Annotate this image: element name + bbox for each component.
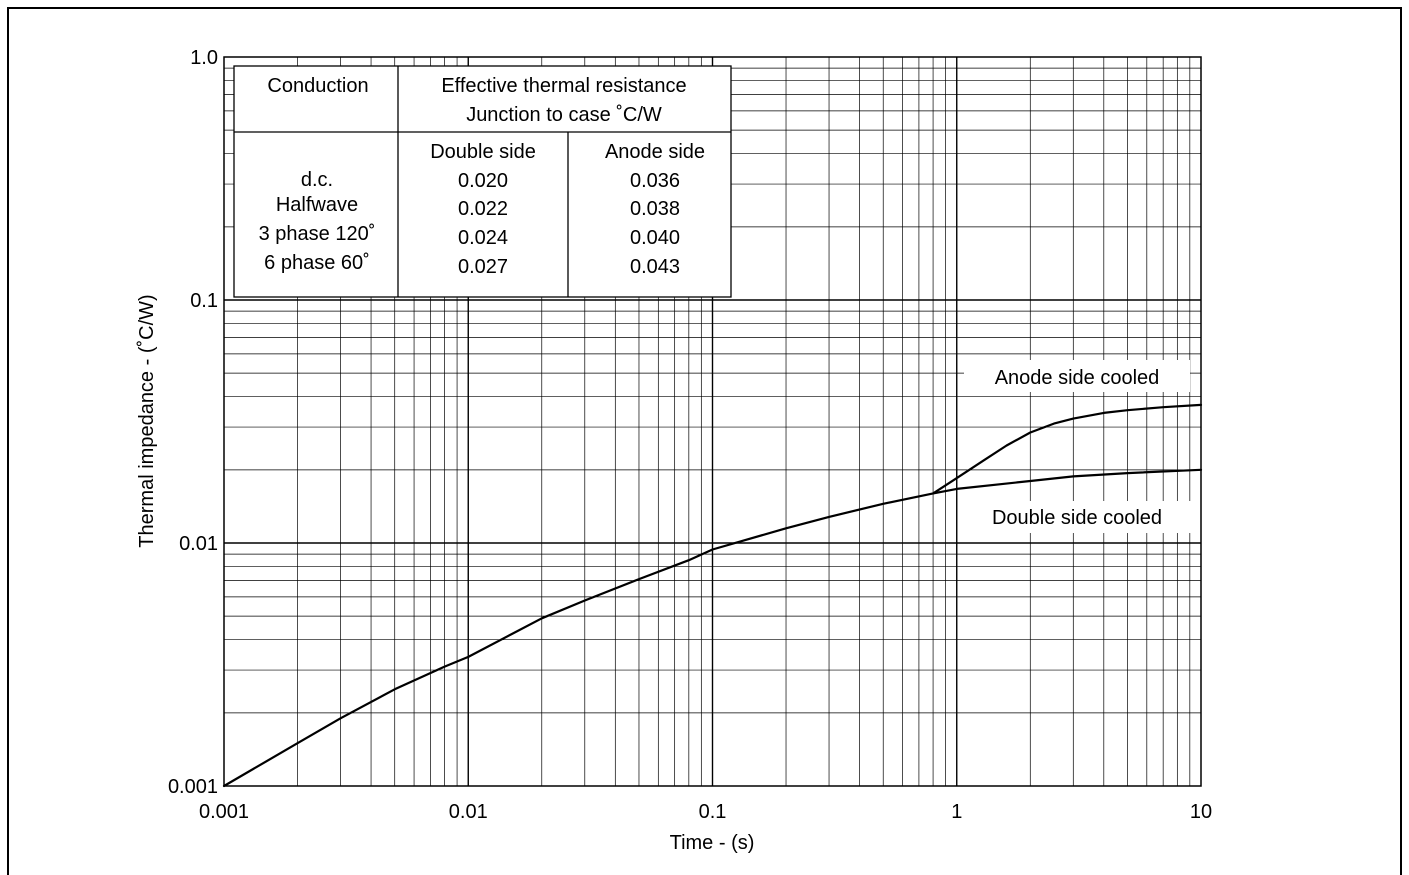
x-axis-label: Time - (s): [670, 832, 755, 854]
x-tick-label: 1: [951, 801, 962, 823]
annotation-double-side-cooled: Double side cooled: [992, 507, 1162, 529]
annotation-anode-bg: [964, 360, 1190, 392]
series-line-double-side-cooled: [222, 468, 1203, 788]
table-cell-double: 0.022: [458, 198, 508, 220]
table-cell-anode: 0.036: [630, 170, 680, 192]
y-axis-label: Thermal impedance - (˚C/W): [136, 294, 158, 547]
table-subheader-anode-side: Anode side: [605, 141, 705, 163]
y-tick-label: 0.1: [190, 290, 218, 312]
table-cell-conduction: Halfwave: [276, 194, 358, 216]
table-header-resistance-line1: Effective thermal resistance: [441, 75, 686, 97]
inset-table-frame: [233, 65, 732, 298]
table-cell-anode: 0.040: [630, 227, 680, 249]
annotation-double-bg: [964, 501, 1200, 533]
table-cell-anode: 0.043: [630, 256, 680, 278]
x-tick-label: 0.001: [199, 801, 249, 823]
table-cell-anode: 0.038: [630, 198, 680, 220]
table-cell-conduction: d.c.: [301, 169, 333, 191]
y-tick-label: 1.0: [190, 47, 218, 69]
tick-labels: 0.001 0.01 0.1 1 10 0.001 0.01 0.1 1.0: [168, 47, 1212, 823]
table-header-conduction: Conduction: [267, 75, 368, 97]
annotation-anode-side-cooled: Anode side cooled: [995, 367, 1160, 389]
series-line-anode-side-cooled: [932, 403, 1203, 495]
y-tick-label: 0.001: [168, 776, 218, 798]
x-tick-label: 0.01: [449, 801, 488, 823]
plot-area-border: [223, 56, 1202, 787]
table-cell-conduction: 3 phase 120˚: [259, 223, 376, 245]
table-subheader-double-side: Double side: [430, 141, 536, 163]
x-tick-label: 0.1: [699, 801, 727, 823]
x-tick-label: 10: [1190, 801, 1212, 823]
page-frame: [7, 7, 1402, 875]
y-tick-label: 0.01: [179, 533, 218, 555]
inset-table: Conduction Effective thermal resistance …: [233, 65, 732, 298]
table-cell-double: 0.027: [458, 256, 508, 278]
table-cell-double: 0.020: [458, 170, 508, 192]
table-cell-double: 0.024: [458, 227, 508, 249]
table-cell-conduction: 6 phase 60˚: [264, 252, 370, 274]
table-header-resistance-line2: Junction to case ˚C/W: [466, 104, 662, 126]
series-layer: [222, 403, 1203, 788]
